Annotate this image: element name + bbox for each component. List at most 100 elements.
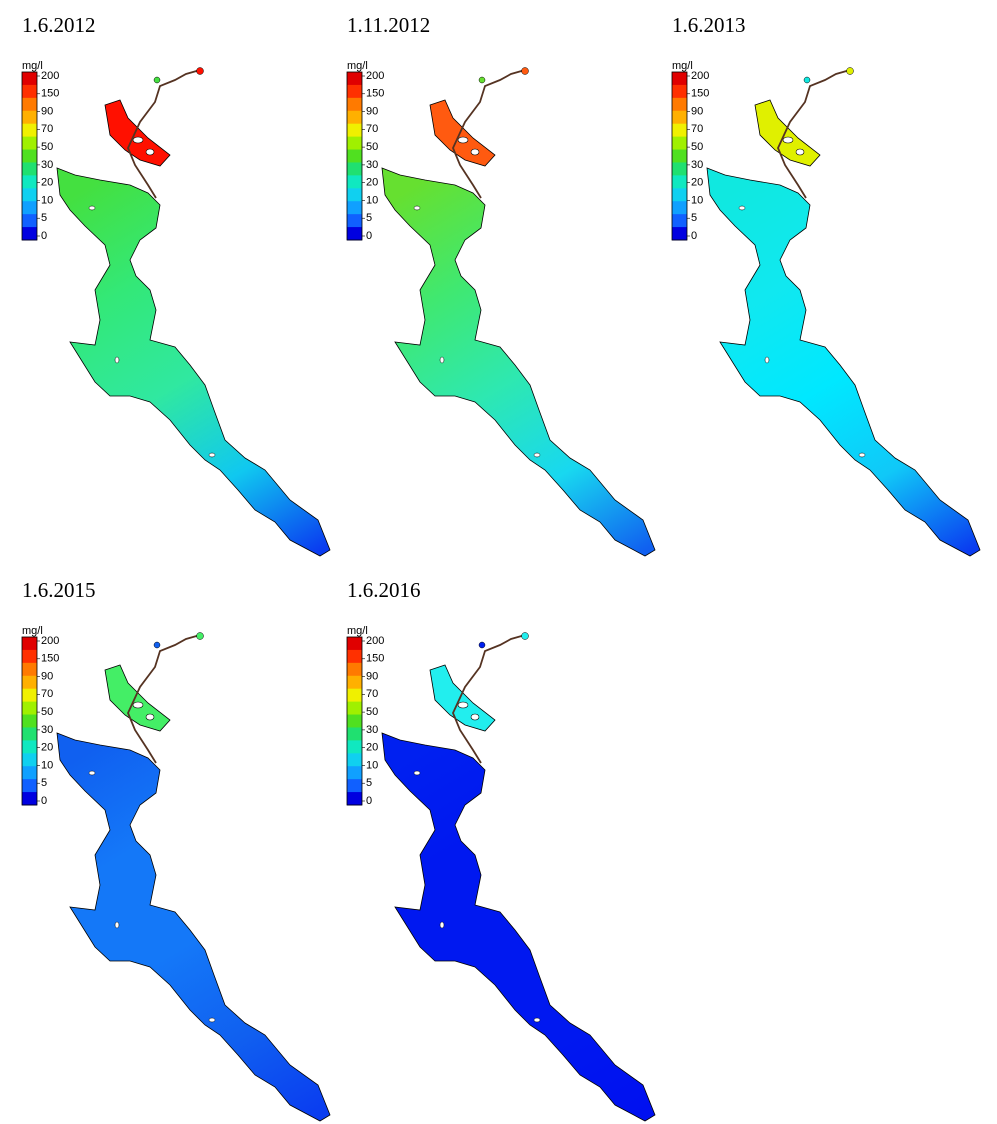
legend-label: 20: [41, 177, 53, 189]
island: [208, 452, 216, 458]
legend-frame: [671, 71, 688, 241]
legend-label: 10: [41, 194, 53, 206]
main-lake: [381, 167, 656, 557]
river-pond: [478, 76, 486, 84]
island: [533, 452, 541, 458]
legend-swatch: [347, 701, 362, 716]
legend-swatch: [22, 201, 37, 215]
legend-swatch: [347, 84, 362, 99]
legend-swatch: [347, 188, 362, 202]
panel-title: 1.6.2013: [672, 13, 746, 37]
legend-swatch: [22, 84, 37, 99]
legend-label: 0: [41, 795, 47, 807]
legend-label: 200: [41, 70, 59, 82]
legend-label: 200: [366, 635, 384, 647]
legend-label: 20: [366, 177, 378, 189]
legend-label: 50: [366, 706, 378, 718]
legend-unit: mg/l: [347, 625, 368, 637]
legend-label: 0: [366, 230, 372, 242]
legend-swatch: [347, 136, 362, 151]
legend-frame: [21, 636, 38, 806]
legend-label: 30: [366, 724, 378, 736]
legend-swatch: [22, 779, 37, 793]
legend-swatch: [347, 123, 362, 138]
island: [439, 921, 445, 929]
panel-title: 1.11.2012: [347, 13, 430, 37]
main-lake: [56, 167, 331, 557]
legend-label: 5: [366, 212, 372, 224]
legend-label: 70: [691, 123, 703, 135]
river: [452, 634, 526, 764]
legend-label: 5: [366, 777, 372, 789]
legend-swatch: [347, 72, 362, 86]
legend-swatch: [347, 227, 362, 241]
panel-title: 1.6.2012: [22, 13, 96, 37]
upper-lake-hole: [782, 136, 794, 144]
legend-label: 20: [691, 177, 703, 189]
legend-swatch: [22, 714, 37, 728]
legend-label: 150: [366, 653, 384, 665]
river: [127, 634, 201, 764]
upper-lake: [429, 99, 496, 167]
legend-swatch: [22, 175, 37, 189]
legend-label: 30: [41, 724, 53, 736]
island: [88, 770, 96, 776]
legend-swatch: [347, 162, 362, 176]
legend-unit: mg/l: [347, 60, 368, 72]
legend-swatch: [347, 649, 362, 664]
legend-unit: mg/l: [22, 60, 43, 72]
legend-swatch: [672, 97, 687, 112]
legend-label: 90: [691, 105, 703, 117]
legend-label: 150: [41, 88, 59, 100]
legend-unit: mg/l: [672, 60, 693, 72]
legend-swatch: [672, 175, 687, 189]
river-pond: [153, 76, 161, 84]
legend-swatch: [22, 792, 37, 806]
legend-swatch: [22, 688, 37, 703]
legend-label: 90: [41, 670, 53, 682]
legend-swatch: [347, 688, 362, 703]
legend-label: 10: [366, 194, 378, 206]
legend-swatch: [347, 714, 362, 728]
legend-label: 200: [41, 635, 59, 647]
main-lake: [706, 167, 981, 557]
upper-lake: [754, 99, 821, 167]
legend-swatch: [672, 162, 687, 176]
legend-label: 5: [41, 777, 47, 789]
legend-label: 70: [41, 688, 53, 700]
legend-label: 50: [691, 141, 703, 153]
legend-label: 70: [41, 123, 53, 135]
upper-lake: [104, 664, 171, 732]
island: [764, 356, 770, 364]
upper-lake-hole: [132, 701, 144, 709]
legend-label: 70: [366, 123, 378, 135]
river-pond: [803, 76, 811, 84]
legend-frame: [21, 71, 38, 241]
main-lake: [381, 732, 656, 1122]
upper-lake-hole: [470, 713, 480, 721]
legend-label: 20: [41, 742, 53, 754]
legend-label: 150: [41, 653, 59, 665]
legend-swatch: [22, 766, 37, 780]
legend-swatch: [347, 675, 362, 690]
legend-swatch: [347, 662, 362, 677]
legend-swatch: [22, 740, 37, 754]
legend-label: 90: [366, 105, 378, 117]
island: [114, 356, 120, 364]
river-pond: [478, 641, 486, 649]
upper-lake: [429, 664, 496, 732]
river-end: [521, 67, 529, 75]
river: [777, 69, 851, 199]
legend-frame: [346, 71, 363, 241]
legend-swatch: [347, 766, 362, 780]
panel-title: 1.6.2016: [347, 578, 421, 602]
legend-label: 0: [691, 230, 697, 242]
legend-swatch: [672, 123, 687, 138]
panel-title: 1.6.2015: [22, 578, 96, 602]
main-lake: [56, 732, 331, 1122]
